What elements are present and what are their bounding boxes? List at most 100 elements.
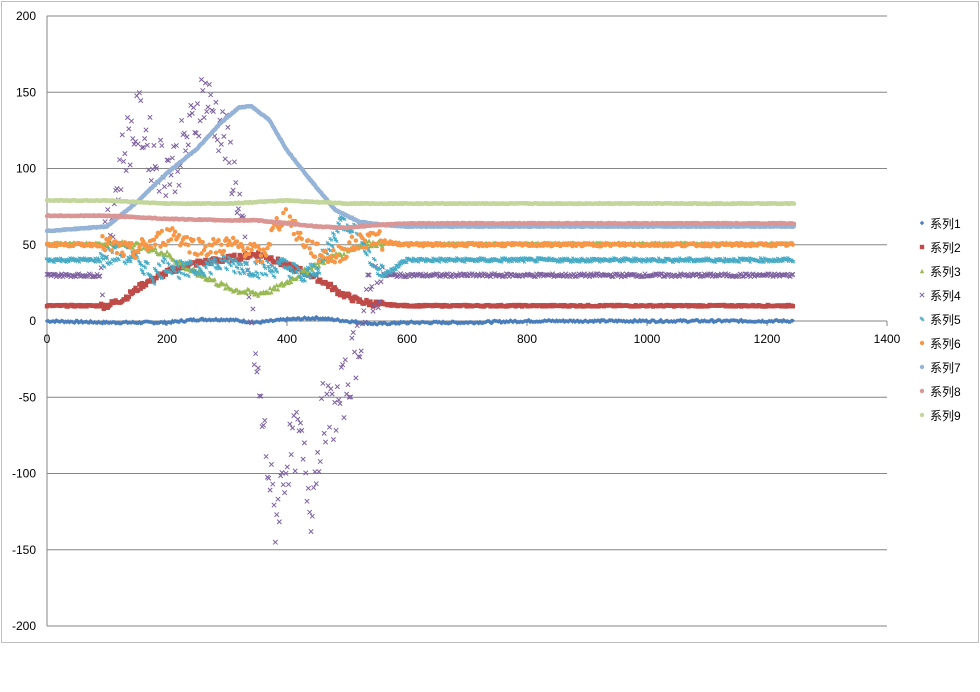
data-point [630,271,636,278]
data-point [105,241,110,246]
data-point [673,319,678,325]
data-point [220,109,226,115]
data-point [245,267,251,273]
data-point [234,239,240,244]
data-point [118,240,124,246]
data-point [571,318,576,323]
data-point [359,321,366,327]
data-point [254,270,260,276]
data-point [300,456,306,462]
data-point [358,348,364,354]
data-point [762,272,768,278]
data-point [569,258,575,264]
data-point [316,469,322,475]
data-point [249,247,254,252]
data-point [276,260,282,266]
data-point [128,118,135,124]
data-point [237,270,243,276]
data-point [335,253,340,258]
data-point [278,473,284,479]
data-point [324,281,330,287]
data-point [189,110,195,116]
data-point [260,422,267,428]
data-point [259,259,265,265]
data-point [256,293,261,298]
data-point [210,108,216,114]
data-point [175,168,181,175]
data-point [231,269,237,275]
data-point [318,277,323,282]
data-point [590,272,597,278]
data-point [142,264,148,270]
data-point [127,245,133,250]
data-point [173,142,179,149]
data-point [454,273,461,279]
data-point [448,274,454,280]
data-point [408,271,414,278]
data-point [144,142,150,148]
data-point [461,271,467,277]
data-point [177,269,183,275]
data-point [221,133,227,139]
data-point [234,210,240,216]
data-point [658,317,663,323]
data-point [208,261,213,266]
data-point [299,427,305,433]
data-point [267,285,273,291]
data-point [151,280,157,286]
data-point [366,238,372,243]
data-point [313,481,319,487]
data-point [579,272,585,278]
data-point [234,264,240,271]
data-point [200,239,205,245]
data-point [91,273,98,279]
data-point [159,143,165,149]
data-point [525,318,530,324]
data-point [568,318,574,323]
data-point [341,294,347,300]
data-point [213,99,219,105]
data-point [141,245,146,250]
data-point [306,238,311,243]
y-tick-label: -100 [12,467,36,481]
data-point [159,228,165,234]
data-point [267,269,273,275]
data-point [130,290,135,295]
data-point [160,259,166,265]
data-point [312,254,318,259]
data-point [657,319,662,324]
data-point [233,257,239,263]
data-point [369,284,375,290]
data-point [153,242,158,247]
data-point [310,267,315,272]
data-point [159,274,165,280]
data-point [111,244,117,250]
data-point [366,248,372,254]
data-point [377,299,383,305]
data-point [144,259,150,266]
data-point [676,273,682,279]
data-point [178,266,183,271]
data-point [121,158,127,165]
data-point [312,469,318,475]
data-point [242,234,248,240]
data-point [226,318,232,324]
data-point [378,279,384,285]
data-point [127,258,133,264]
data-point [117,157,123,163]
data-point [613,318,619,323]
data-point [332,399,338,405]
data-point [420,273,426,279]
data-point [362,300,368,305]
data-point [586,319,591,325]
data-point [297,420,303,426]
data-point [214,137,220,143]
data-point [244,290,249,295]
data-point [216,238,221,243]
y-tick-label: 150 [16,85,36,99]
data-point [198,77,204,83]
data-point [274,282,279,288]
x-tick-label: 1200 [754,332,781,346]
data-point [232,318,237,323]
data-point [273,286,278,292]
